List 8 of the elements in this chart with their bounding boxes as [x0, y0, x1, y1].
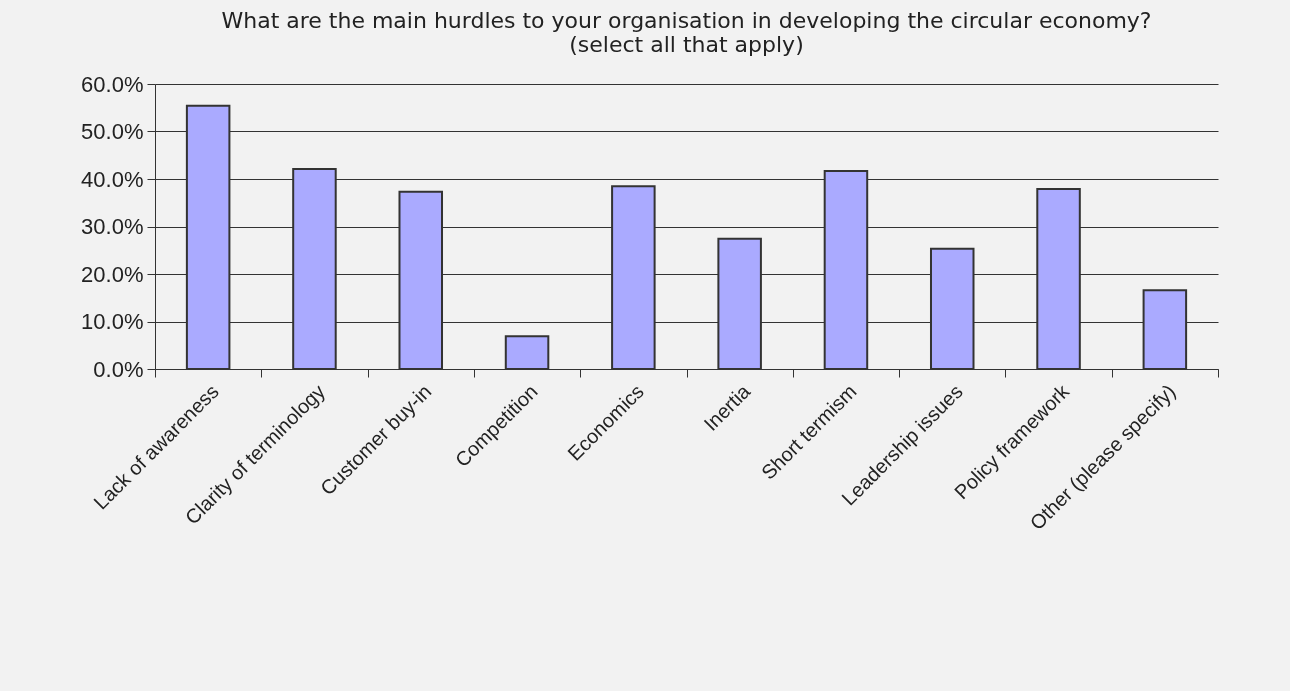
y-tick-label: 10.0% [81, 309, 144, 334]
y-tick-label: 0.0% [93, 356, 144, 382]
y-tick-label: 60.0% [81, 71, 144, 97]
y-tick-label: 30.0% [81, 214, 144, 239]
y-tick-label: 20.0% [81, 261, 144, 287]
y-tick-label: 40.0% [81, 166, 144, 192]
chart-title: What are the main hurdles to your organisation in developing the circular economy? (select all that apply) [221, 8, 1152, 57]
y-tick-label: 50.0% [81, 119, 144, 144]
